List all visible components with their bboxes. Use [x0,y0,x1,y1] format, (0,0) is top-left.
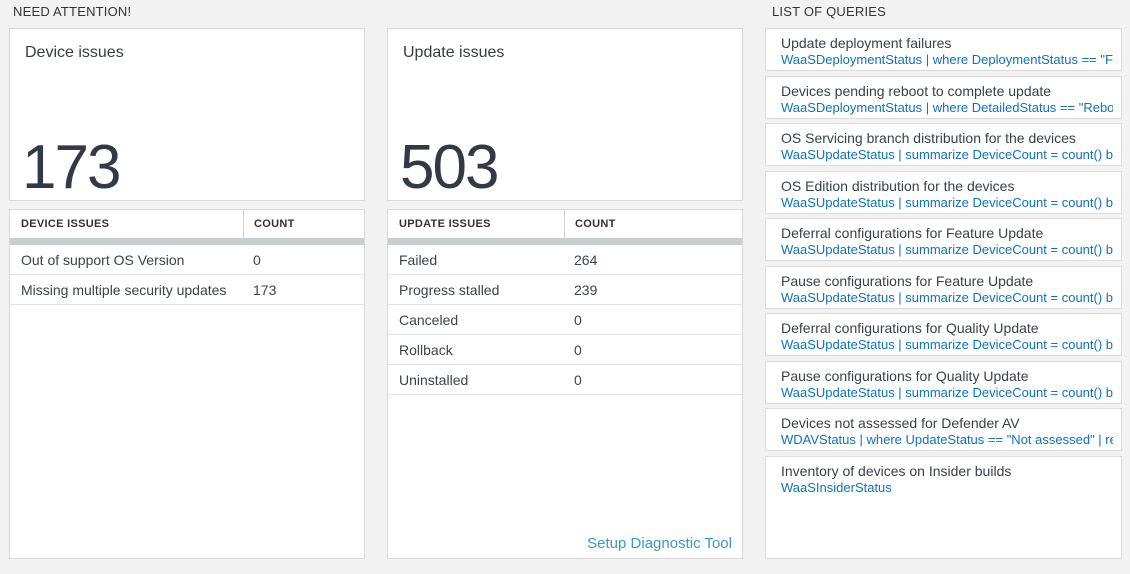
row-count: 173 [253,281,277,298]
query-item-title: Devices pending reboot to complete updat… [781,82,1052,99]
device-issues-tile[interactable]: Device issues 173 [9,28,365,201]
row-count: 0 [253,251,261,268]
table-header-divider-bar [10,238,364,245]
table-row[interactable]: Missing multiple security updates 173 [10,275,364,305]
table-row[interactable]: Out of support OS Version 0 [10,245,364,275]
device-issues-count: 173 [22,133,121,202]
row-label: Progress stalled [399,281,500,298]
table-row[interactable]: Rollback 0 [388,335,742,365]
query-item-query: WaaSDeploymentStatus | where DeploymentS… [781,52,1113,67]
query-item[interactable]: Devices pending reboot to complete updat… [765,75,1122,119]
column-header-count: COUNT [564,210,742,238]
query-item-title: Pause configurations for Feature Update [781,272,1034,289]
table-row[interactable]: Failed 264 [388,245,742,275]
update-issues-table-header: UPDATE ISSUES COUNT [388,210,742,238]
table-header-divider-bar [388,238,742,245]
query-item-query: WaaSInsiderStatus [781,479,892,495]
column-header-count: COUNT [243,210,364,238]
query-item[interactable]: Pause configurations for Quality Update … [765,360,1122,404]
query-item[interactable]: Deferral configurations for Feature Upda… [765,218,1122,261]
column-header-update-issues: UPDATE ISSUES [399,218,491,230]
row-label: Failed [399,251,438,268]
row-count: 239 [574,281,598,298]
row-label: Missing multiple security updates [21,281,227,298]
query-item[interactable]: Inventory of devices on Insider builds W… [765,455,1122,559]
update-issues-tile-title: Update issues [403,44,505,61]
query-item-query: WaaSUpdateStatus | summarize DeviceCount… [781,242,1113,257]
query-item-title: Devices not assessed for Defender AV [781,415,1020,431]
row-label: Rollback [399,341,453,358]
device-issues-table-header: DEVICE ISSUES COUNT [10,210,364,238]
query-item-title: Pause configurations for Quality Update [781,367,1029,384]
update-issues-tile[interactable]: Update issues 503 [387,28,743,201]
table-row[interactable]: Uninstalled 0 [388,365,742,395]
query-item[interactable]: Update deployment failures WaaSDeploymen… [765,28,1122,71]
query-item-query: WDAVStatus | where UpdateStatus == "Not … [781,432,1113,447]
query-item-query: WaaSUpdateStatus | summarize DeviceCount… [781,337,1113,352]
query-item-query: WaaSUpdateStatus | summarize DeviceCount… [781,384,1113,400]
query-item-title: OS Edition distribution for the devices [781,177,1015,194]
query-item[interactable]: Deferral configurations for Quality Upda… [765,313,1122,356]
query-item-title: OS Servicing branch distribution for the… [781,130,1076,146]
query-item-query: WaaSUpdateStatus | summarize DeviceCount… [781,289,1113,305]
device-issues-table: DEVICE ISSUES COUNT Out of support OS Ve… [9,209,365,559]
query-item[interactable]: Devices not assessed for Defender AV WDA… [765,408,1122,451]
query-item[interactable]: OS Edition distribution for the devices … [765,170,1122,214]
query-item[interactable]: OS Servicing branch distribution for the… [765,123,1122,166]
query-item[interactable]: Pause configurations for Feature Update … [765,265,1122,309]
setup-diagnostic-tool-link[interactable]: Setup Diagnostic Tool [587,535,732,552]
query-item-query: WaaSUpdateStatus | summarize DeviceCount… [781,147,1113,162]
row-label: Out of support OS Version [21,251,185,268]
list-of-queries-section-title: LIST OF QUERIES [772,4,887,19]
device-issues-tile-title: Device issues [25,44,124,61]
row-count: 264 [574,251,598,268]
query-list: Update deployment failures WaaSDeploymen… [765,28,1122,563]
need-attention-section-title: NEED ATTENTION! [13,4,132,19]
update-issues-table: UPDATE ISSUES COUNT Failed 264 Progress … [387,209,743,559]
row-count: 0 [574,371,582,388]
row-label: Canceled [399,311,459,328]
query-item-query: WaaSUpdateStatus | summarize DeviceCount… [781,194,1113,210]
query-item-query: WaaSDeploymentStatus | where DetailedSta… [781,99,1113,115]
table-row[interactable]: Canceled 0 [388,305,742,335]
query-item-title: Inventory of devices on Insider builds [781,462,1012,479]
row-label: Uninstalled [399,371,469,388]
row-count: 0 [574,341,582,358]
row-count: 0 [574,311,582,328]
table-row[interactable]: Progress stalled 239 [388,275,742,305]
query-item-title: Deferral configurations for Quality Upda… [781,320,1039,336]
query-item-title: Update deployment failures [781,35,952,51]
query-item-title: Deferral configurations for Feature Upda… [781,225,1044,241]
column-header-device-issues: DEVICE ISSUES [21,218,110,230]
update-issues-count: 503 [400,133,499,202]
